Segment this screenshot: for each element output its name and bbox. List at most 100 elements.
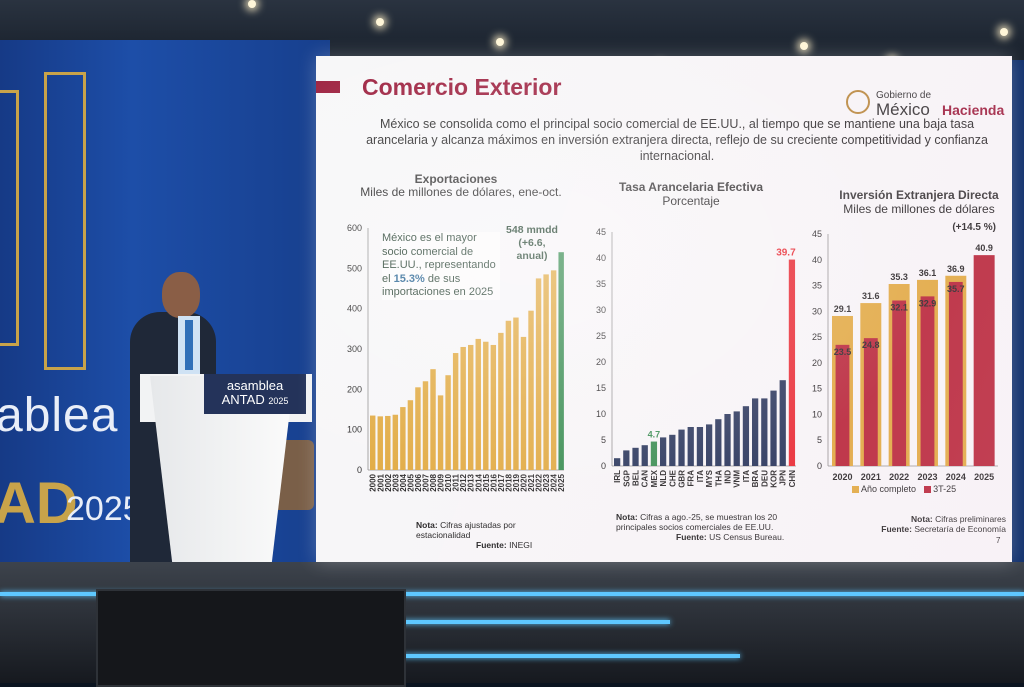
tariff-bar [742, 406, 750, 466]
exports-bar [392, 414, 399, 470]
fdi-partial-label: 32.9 [919, 298, 937, 308]
fdi-full-label: 31.6 [862, 291, 880, 301]
tariff-y-tick-label: 20 [596, 357, 606, 367]
exports-y-tick-label: 400 [347, 304, 362, 314]
tariff-bar [678, 429, 685, 466]
exports-bar [430, 369, 436, 470]
slide-intro: México se consolida como el principal so… [366, 117, 988, 163]
tariff-x-tick-label: CHE [668, 469, 677, 487]
tariff-x-tick-label: ITA [742, 470, 751, 483]
exports-bar [475, 338, 481, 470]
exports-x-tick-label: 2003 [391, 473, 400, 491]
fdi-y-tick-label: 35 [812, 281, 822, 291]
tariff-y-tick-label: 10 [596, 409, 606, 419]
exports-bar [490, 344, 497, 470]
exports-bar [498, 332, 504, 470]
exports-y-tick-label: 300 [347, 344, 362, 354]
exports-bar [400, 407, 406, 470]
ceiling-light [800, 42, 808, 50]
tariff-x-tick-label: KOR [770, 470, 779, 488]
exports-last-label: 548 mmdd (+6.6, anual) [506, 224, 558, 262]
exports-y-tick-label: 600 [347, 223, 362, 233]
exports-x-tick-label: 2025 [557, 473, 566, 491]
exports-bar [407, 400, 414, 470]
fdi-bar-3t [920, 296, 935, 466]
tariff-bar [715, 419, 722, 466]
fdi-x-tick-label: 2020 [832, 472, 852, 482]
exports-x-tick-label: 2017 [497, 473, 506, 491]
tariff-note: Nota: Cifras a ago.-25, se muestran los … [616, 512, 785, 542]
backdrop-word: ablea [0, 389, 119, 442]
tariff-y-tick-label: 30 [596, 305, 606, 315]
tariff-bar [724, 414, 731, 466]
confidence-monitor [96, 589, 406, 687]
stage-light-strip [400, 620, 670, 624]
speaker-head [162, 272, 200, 318]
exports-bar [550, 270, 557, 470]
tariff-x-tick-label: IRL [613, 470, 622, 483]
fdi-bar-3t [863, 338, 878, 466]
podium-sign-line2: ANTAD 2025 [221, 392, 289, 407]
fdi-partial-label: 35.7 [947, 284, 965, 294]
logo-gobierno: Gobierno de [876, 90, 932, 101]
tariff-x-tick-label: MYS [705, 469, 714, 487]
exports-x-tick-label: 2018 [504, 473, 513, 491]
fdi-partial-label: 32.1 [890, 303, 908, 313]
tariff-chn-value: 39.7 [776, 248, 796, 259]
exports-x-tick-label: 2016 [489, 473, 498, 491]
fdi-bar-3t [948, 281, 963, 466]
charts-canvas: 0100200300400500600200020012002200320042… [347, 222, 998, 492]
fdi-note: Nota: Cifras preliminares Fuente: Secreta… [881, 514, 1006, 534]
tariff-x-tick-label: SGP [622, 469, 631, 487]
fdi-x-tick-label: 2021 [861, 472, 881, 482]
fdi-chart-title: Inversión Extranjera Directa [839, 188, 999, 202]
tariff-bar [752, 398, 759, 466]
tariff-y-tick-label: 25 [596, 331, 606, 341]
tariff-bar [660, 437, 667, 466]
legend-swatch-full [852, 486, 859, 494]
fdi-bar-3t [835, 344, 850, 466]
fdi-growth-label: (+14.5 %) [952, 222, 996, 233]
exports-x-tick-label: 2007 [421, 473, 430, 491]
tariff-chart-subtitle: Porcentaje [662, 194, 720, 208]
tariff-y-tick-label: 45 [596, 227, 606, 237]
exports-bar [505, 320, 512, 470]
legend-label-full: Año completo [861, 484, 917, 494]
fdi-full-label: 36.9 [947, 264, 965, 274]
exports-bar [543, 274, 549, 470]
fdi-partial-label: 23.5 [834, 347, 852, 357]
tariff-y-tick-label: 40 [596, 253, 606, 263]
tariff-x-tick-label: ITA [696, 470, 705, 483]
fdi-legend: Año completo 3T-25 [852, 484, 956, 494]
tariff-bar [779, 380, 786, 466]
fdi-full-label: 35.3 [890, 272, 908, 282]
exports-bar [422, 381, 429, 470]
ceiling-light [496, 38, 504, 46]
exports-bar [520, 336, 527, 470]
tariff-bar [770, 390, 777, 466]
exports-x-tick-label: 2020 [519, 473, 528, 491]
exports-bar [452, 353, 459, 470]
fdi-partial-label: 40.9 [975, 243, 993, 253]
ceiling-light [376, 18, 384, 26]
exports-x-tick-label: 2015 [482, 473, 491, 491]
exports-chart-title: Exportaciones [414, 172, 498, 186]
tariff-y-tick-label: 5 [601, 435, 606, 445]
fdi-x-tick-label: 2025 [974, 472, 994, 482]
fdi-y-tick-label: 40 [812, 255, 822, 265]
exports-x-tick-label: 2004 [399, 473, 408, 491]
tariff-mex-value: 4.7 [648, 430, 661, 440]
page-number: 7 [996, 536, 1001, 545]
tariff-bar [733, 411, 740, 466]
tariff-x-tick-label: JPN [779, 470, 788, 486]
tariff-y-tick-label: 15 [596, 383, 606, 393]
exports-y-tick-label: 200 [347, 384, 362, 394]
exports-bar [385, 415, 391, 470]
exports-annotation: México es el mayor socio comercial de EE… [382, 232, 500, 300]
exports-x-tick-label: 2002 [384, 473, 393, 491]
exports-bar [460, 346, 466, 470]
tariff-y-tick-label: 0 [601, 461, 606, 471]
fdi-y-tick-label: 15 [812, 384, 822, 394]
tariff-bar [696, 427, 704, 466]
tariff-x-tick-label: VNM [733, 470, 742, 488]
